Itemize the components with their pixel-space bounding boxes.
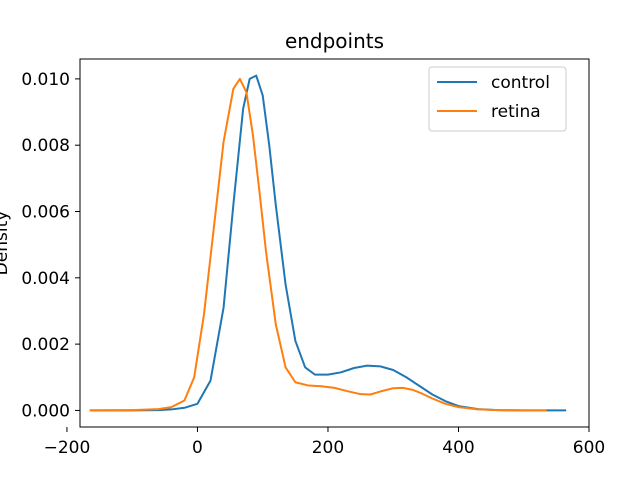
legend-label-retina: retina [491,102,541,122]
legend-label-control: control [491,73,550,93]
y-tick-label: 0.000 [21,401,70,421]
y-tick-label: 0.006 [21,203,70,223]
y-tick-label: 0.008 [21,136,70,156]
y-tick-label: 0.010 [21,70,70,90]
series-line-control [89,74,567,412]
x-tick-label: −200 [44,438,91,458]
series-line-retina [89,77,547,412]
series-layer [89,74,567,412]
y-axis-label: Density [0,211,12,276]
x-tick-label: 200 [312,438,344,458]
x-tick-label: 400 [442,438,474,458]
x-tick-label: 0 [192,438,203,458]
chart-title: endpoints [285,29,384,53]
legend: control retina [428,66,567,132]
y-axis: 0.000 0.002 0.004 0.006 0.008 0.010 [21,70,80,421]
x-tick-label: 600 [573,438,605,458]
y-tick-label: 0.002 [21,335,70,355]
plot-frame [79,58,590,428]
x-axis: −200 0 200 400 600 [44,427,605,458]
y-tick-label: 0.004 [21,269,70,289]
